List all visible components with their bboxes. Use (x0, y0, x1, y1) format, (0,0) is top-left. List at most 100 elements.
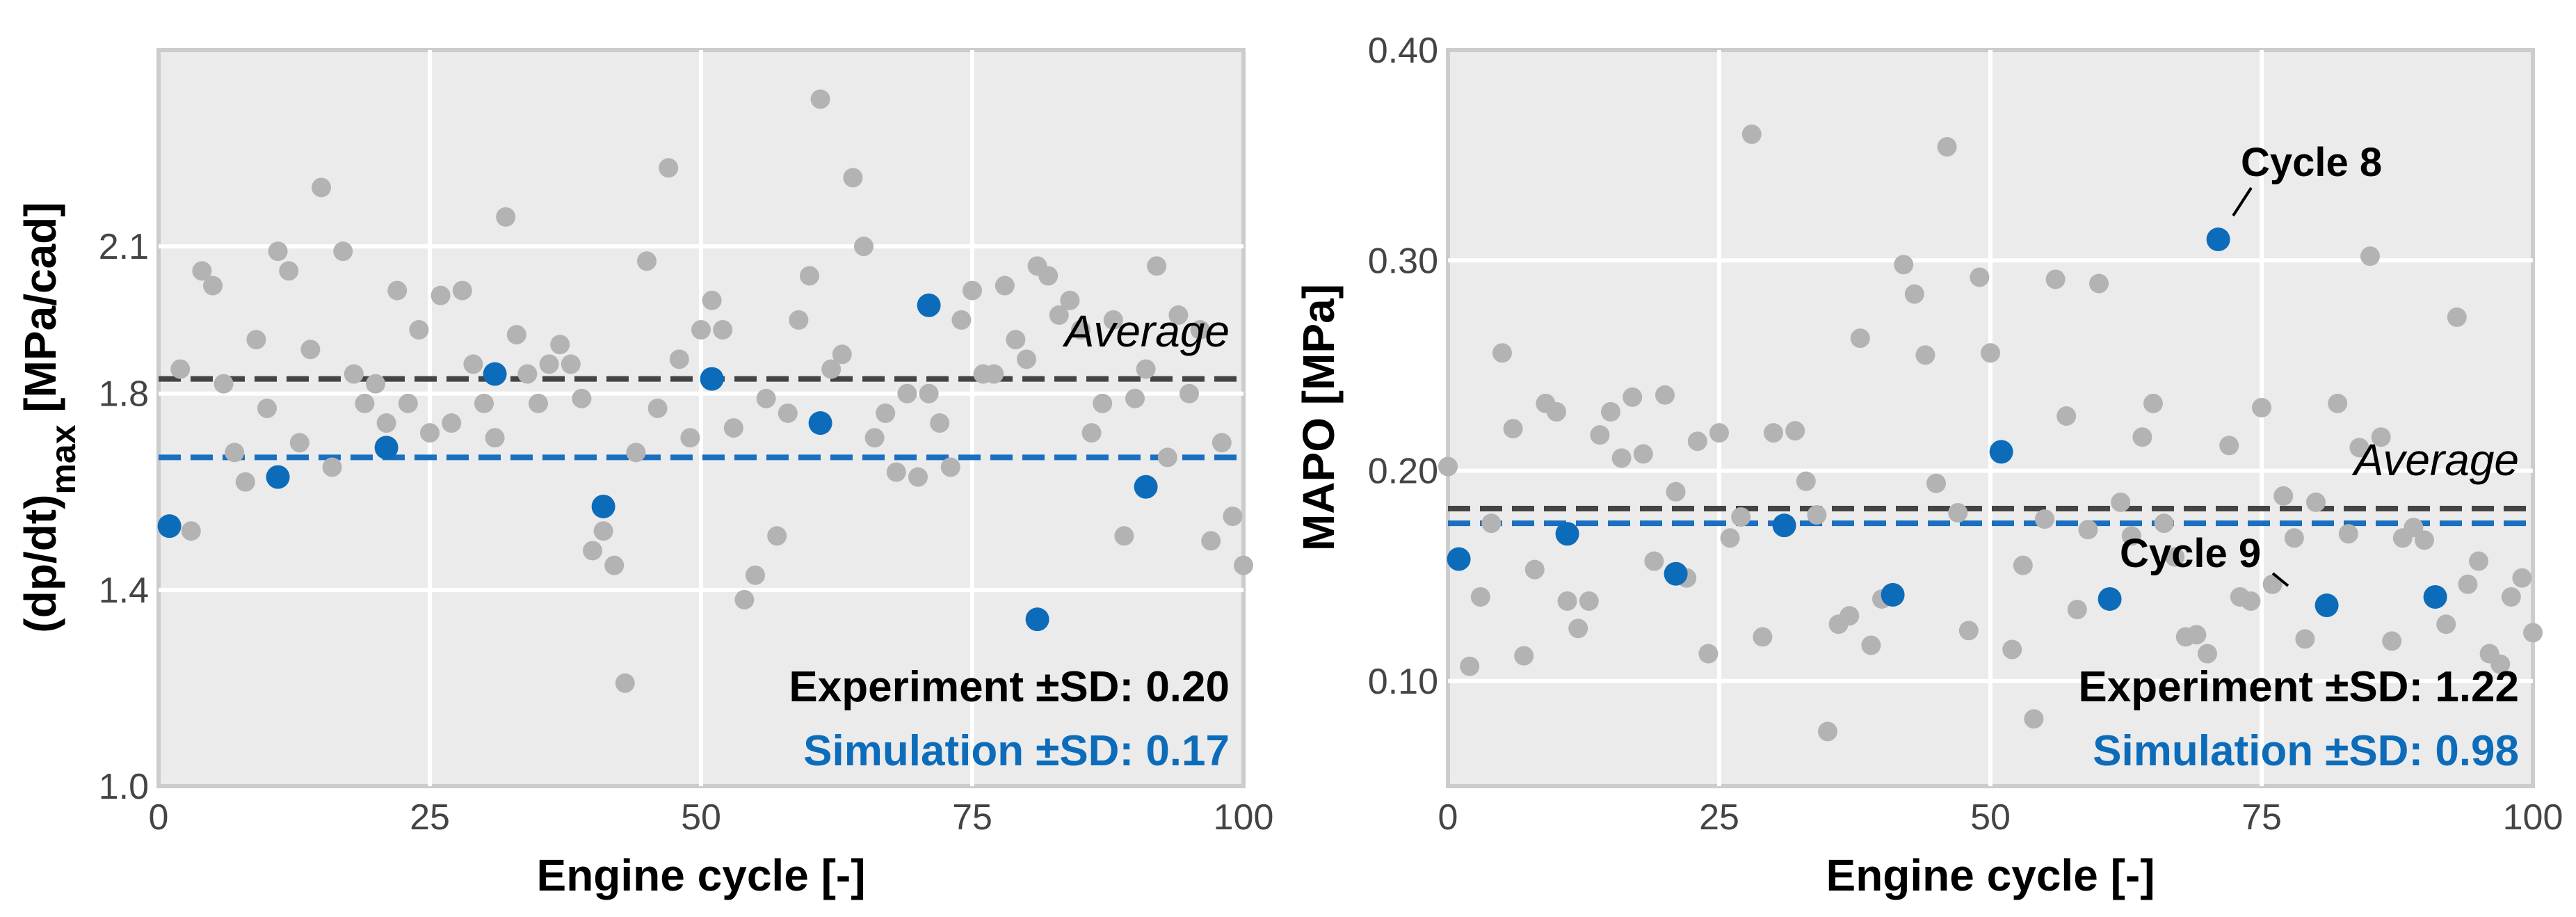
experiment-point (2035, 509, 2054, 529)
cycle-8-leader-line (2232, 186, 2253, 217)
experiment-point (2469, 551, 2488, 571)
experiment-point (1157, 447, 1177, 468)
y-tick-label: 2.1 (99, 227, 149, 267)
experiment-point (2360, 246, 2380, 266)
experiment-point (1731, 507, 1751, 527)
simulation-point (2098, 587, 2122, 611)
experiment-point (442, 413, 462, 433)
experiment-point (2447, 307, 2467, 327)
experiment-point (919, 383, 939, 404)
simulation-sd-label: Simulation ±SD: 0.98 (2093, 727, 2519, 775)
left-chart: 0 25 50 75 100 1.0 1.4 1.8 2.1 Average Experimen… (15, 48, 1274, 900)
experiment-point (452, 280, 472, 301)
experiment-point (1850, 328, 1870, 349)
simulation-point (2315, 593, 2339, 618)
x-tick-label: 100 (1214, 797, 1274, 838)
experiment-point (2154, 513, 2174, 534)
gridlines (1448, 50, 2533, 786)
experiment-point (366, 374, 385, 394)
experiment-point (1623, 387, 1643, 407)
experiment-point (1796, 471, 1816, 491)
experiment-point (940, 457, 960, 477)
experiment-point (550, 335, 570, 355)
y-tick-label: 1.4 (99, 571, 149, 611)
experiment-point (463, 354, 483, 374)
experiment-point (1915, 345, 1935, 365)
simulation-point (1989, 440, 2013, 464)
cycle-9-annotation: Cycle 9 (2120, 531, 2261, 576)
experiment-point (2273, 486, 2294, 506)
simulation-sd-label: Simulation ±SD: 0.17 (803, 727, 1230, 775)
experiment-point (767, 526, 787, 546)
simulation-point (157, 514, 182, 539)
experiment-point (355, 393, 375, 413)
experiment-point (604, 555, 625, 575)
experiment-point (572, 388, 592, 408)
experiment-point (2219, 436, 2239, 456)
experiment-point (626, 442, 646, 463)
experiment-point (268, 241, 288, 262)
experiment-point (1904, 284, 1924, 304)
simulation-point (1772, 513, 1796, 538)
experiment-point (214, 374, 234, 394)
experiment-point (2490, 654, 2511, 674)
simulation-point (1555, 522, 1579, 546)
experiment-point (1190, 320, 1210, 340)
experiment-point (637, 251, 657, 271)
experiment-point (561, 354, 581, 374)
experiment-point (2187, 625, 2207, 645)
experiment-point (1741, 124, 1762, 144)
simulation-point (2423, 584, 2447, 609)
experiment-point (1687, 431, 1707, 452)
experiment-point (593, 521, 613, 541)
experiment-point (1503, 419, 1523, 439)
experiment-point (723, 418, 743, 438)
experiment-point (235, 472, 255, 492)
experiment-point (984, 364, 1004, 384)
experiment-point (2382, 631, 2402, 651)
experiment-point (1894, 255, 1914, 275)
experiment-point (2024, 709, 2044, 729)
experiment-point (2013, 555, 2033, 575)
experiment-point (2089, 273, 2109, 294)
experiment-point (1590, 425, 1610, 445)
data-points (157, 89, 1253, 693)
experiment-point (2338, 524, 2358, 544)
experiment-point (1093, 393, 1113, 413)
experiment-point (2404, 518, 2424, 538)
experiment-point (995, 276, 1015, 296)
experiment-point (2262, 574, 2283, 594)
experiment-point (669, 349, 689, 369)
experiment-point (1103, 310, 1123, 330)
experiment-point (1524, 559, 1545, 580)
experiment-point (746, 565, 765, 585)
experiment-point (496, 207, 516, 227)
experiment-point (1060, 290, 1080, 310)
x-axis-label: Engine cycle [-] (1826, 850, 2155, 900)
experiment-point (2121, 526, 2141, 546)
experiment-point (691, 320, 711, 340)
experiment-point (1081, 423, 1102, 443)
experiment-point (1211, 433, 1232, 453)
axis-ticks: 0 25 50 75 100 1.0 1.4 1.8 2.1 (99, 227, 1274, 838)
experiment-point (2111, 492, 2131, 512)
experiment-point (951, 310, 972, 330)
simulation-point (1664, 561, 1688, 586)
experiment-point (647, 398, 668, 418)
simulation-point (1134, 475, 1158, 499)
experiment-point (864, 428, 885, 448)
x-tick-label: 0 (1438, 797, 1458, 838)
simulation-point (1447, 547, 1471, 571)
experiment-point (1481, 513, 1502, 534)
experiment-point (312, 177, 331, 198)
average-label: Average (2351, 435, 2519, 485)
experiment-point (778, 403, 798, 423)
experiment-point (876, 403, 896, 423)
experiment-point (279, 261, 299, 281)
experiment-point (409, 320, 429, 340)
x-tick-label: 0 (149, 797, 169, 838)
experiment-point (1753, 627, 1773, 647)
experiment-point (1698, 644, 1718, 664)
average-lines (1448, 505, 2533, 527)
experiment-point (789, 310, 809, 330)
